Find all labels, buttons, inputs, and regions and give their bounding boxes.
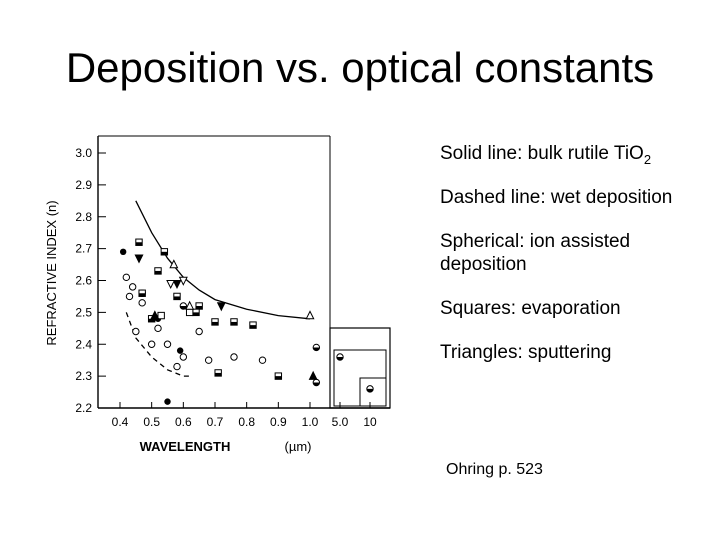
- solid-curve: [135, 200, 311, 320]
- data-point-half-circle: [312, 378, 321, 387]
- chart-points: [119, 238, 374, 405]
- data-point-open-triangle-down: [166, 279, 176, 290]
- x-tick-label: 0.7: [207, 415, 224, 429]
- data-point-open-circle: [179, 353, 188, 361]
- axis-break-box-small: [359, 377, 387, 407]
- data-point-filled-triangle-up: [308, 370, 318, 380]
- data-point-open-triangle-up: [185, 300, 195, 310]
- data-point-open-triangle-up: [305, 310, 315, 320]
- data-point-open-circle: [125, 292, 134, 301]
- data-point-filled-triangle-down: [216, 302, 226, 312]
- note-solid-line: Solid line: bulk rutile TiO2: [440, 143, 652, 167]
- data-point-filled-triangle-down: [172, 279, 182, 290]
- y-tick-label: 2.5: [75, 305, 92, 319]
- x-tick-label: 0.8: [238, 415, 255, 429]
- x-axis-label: WAVELENGTH: [140, 439, 231, 454]
- note-spherical: Spherical: ion assisted deposition: [440, 231, 631, 275]
- note-squares: Squares: evaporation: [440, 298, 621, 319]
- data-point-half-circle: [336, 353, 344, 361]
- data-point-open-circle: [204, 356, 213, 364]
- data-point-open-triangle-up: [169, 259, 179, 269]
- data-point-open-square: [157, 311, 165, 320]
- data-point-half-square: [138, 289, 146, 297]
- data-point-open-circle: [173, 362, 181, 371]
- x-axis-unit: (µm): [285, 439, 312, 454]
- data-point-filled-triangle-up: [150, 310, 160, 320]
- data-point-half-square: [249, 321, 257, 329]
- data-point-open-circle: [154, 324, 162, 333]
- data-point-half-square: [195, 302, 203, 310]
- data-point-half-square: [135, 238, 143, 246]
- data-point-half-circle: [179, 302, 188, 310]
- data-point-half-square: [154, 267, 162, 275]
- axis-break-box: [329, 327, 391, 409]
- data-point-open-circle: [163, 340, 172, 348]
- data-point-half-circle: [312, 343, 321, 352]
- y-tick-label: 2.8: [75, 210, 92, 224]
- data-point-open-circle: [138, 299, 146, 307]
- y-tick-label: 3.0: [75, 146, 92, 160]
- x-tick-label: 0.5: [143, 415, 160, 429]
- y-axis-label: REFRACTIVE INDEX (n): [44, 200, 59, 345]
- x-tick-label: 5.0: [332, 415, 349, 429]
- y-tick-label: 2.7: [75, 242, 92, 256]
- citation: Ohring p. 523: [446, 461, 543, 478]
- y-tick-label: 2.4: [75, 337, 92, 351]
- x-tick-label: 0.6: [175, 415, 192, 429]
- data-point-half-square: [160, 248, 169, 256]
- data-point-filled-circle: [176, 347, 184, 354]
- legend-notes: Solid line: bulk rutile TiO2 Dashed line…: [440, 142, 710, 385]
- x-tick-label: 1.0: [302, 415, 319, 429]
- chart-curves: [125, 200, 311, 377]
- data-point-open-circle: [258, 356, 267, 364]
- data-point-open-circle: [230, 353, 238, 361]
- data-point-half-circle: [366, 385, 374, 393]
- data-point-open-circle: [147, 340, 156, 348]
- y-tick-label: 2.6: [75, 274, 92, 288]
- x-tick-label: 0.9: [270, 415, 287, 429]
- y-tick-label: 2.2: [75, 401, 92, 415]
- note-triangles: Triangles: sputtering: [440, 342, 612, 363]
- y-tick-label: 2.3: [75, 369, 92, 383]
- y-tick-label: 2.9: [75, 178, 92, 192]
- data-point-open-circle: [128, 283, 137, 291]
- data-point-half-square: [274, 372, 283, 380]
- note-dashed-line: Dashed line: wet deposition: [440, 187, 673, 208]
- data-point-filled-triangle-down: [134, 254, 144, 264]
- data-point-open-square: [185, 308, 194, 317]
- slide-title: Deposition vs. optical constants: [65, 44, 655, 91]
- x-tick-label: 10: [363, 415, 377, 429]
- chart-axes: 2.2 2.3 2.4 2.5 2.6 2.7 2.8 2.9 3.0 0.4 0.5 0.6 0.7 0…: [75, 135, 391, 429]
- data-point-filled-circle: [119, 248, 127, 256]
- data-point-open-circle: [122, 273, 131, 282]
- data-point-half-square: [214, 369, 222, 377]
- data-point-open-circle: [132, 327, 140, 336]
- data-point-half-square: [211, 318, 219, 326]
- data-point-filled-circle: [164, 398, 171, 405]
- data-point-half-square: [192, 308, 200, 317]
- data-point-open-circle: [195, 327, 203, 336]
- refractive-index-chart: 2.2 2.3 2.4 2.5 2.6 2.7 2.8 2.9 3.0 0.4 0.5 0.6 0.7 0…: [44, 135, 391, 454]
- x-tick-label: 0.4: [112, 415, 129, 429]
- data-point-half-square: [173, 292, 181, 301]
- data-point-open-triangle-down: [178, 276, 188, 286]
- data-point-half-square: [230, 318, 238, 326]
